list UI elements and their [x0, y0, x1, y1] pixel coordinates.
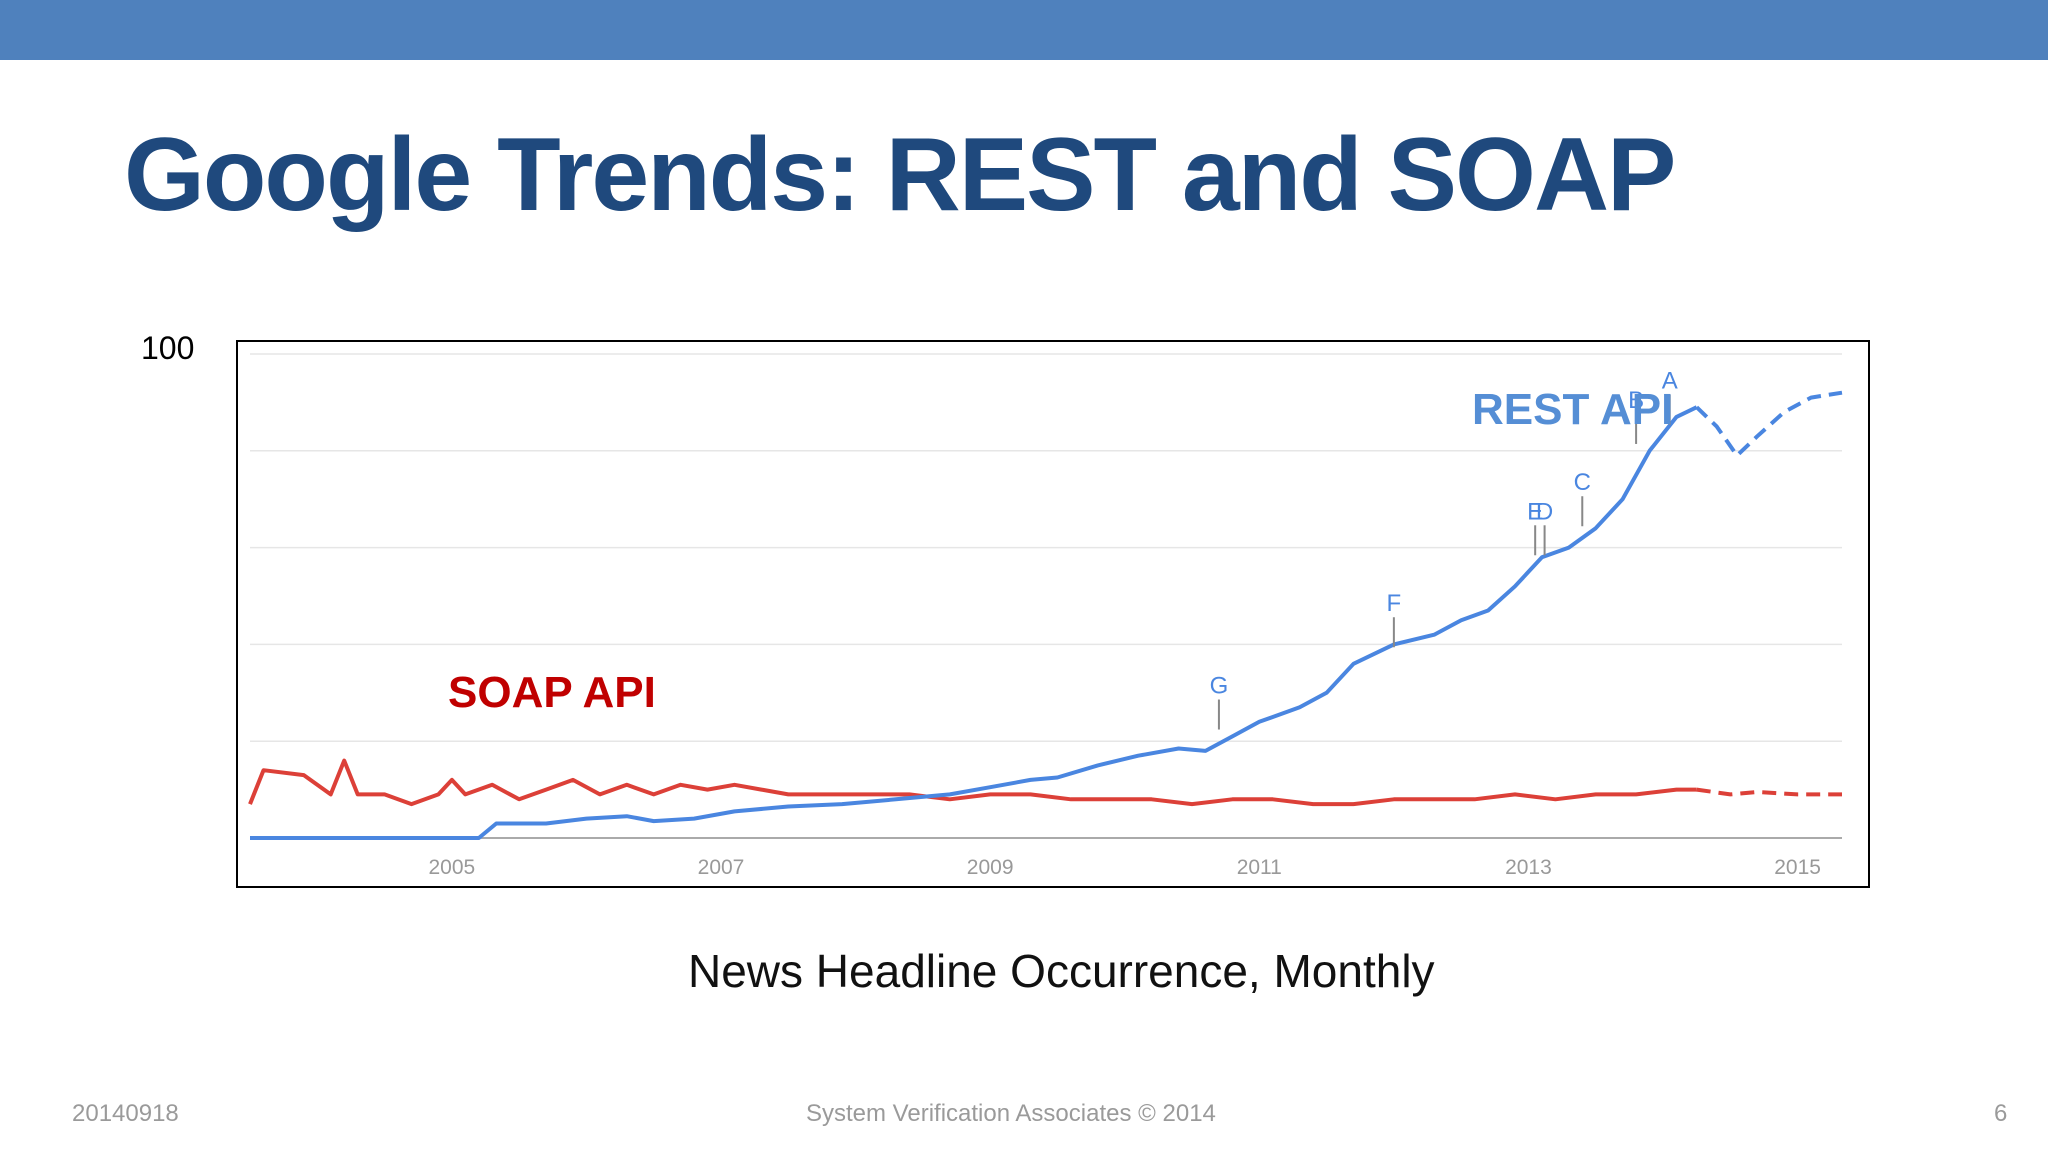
soap-api-line: [248, 758, 1697, 807]
x-tick-label: 2009: [967, 856, 1014, 879]
footer-organization: System Verification Associates © 2014: [806, 1100, 1216, 1127]
rest-api-forecast-line: [1695, 390, 1843, 458]
series-lines: [248, 390, 1843, 840]
trends-chart: 2005 2007 2009 2011 2013 2015 G F EDC BA REST AP…: [236, 340, 1870, 888]
annotation-label: A: [1662, 368, 1678, 395]
annotation-label: E: [1527, 498, 1543, 525]
top-accent-bar: [0, 0, 2048, 60]
slide-title: Google Trends: REST and SOAP: [124, 117, 1676, 233]
footer-date: 20140918: [72, 1100, 179, 1127]
annotation-label: D: [1536, 498, 1553, 525]
x-tick-label: 2007: [698, 856, 745, 879]
x-tick-label: 2011: [1237, 856, 1282, 879]
annotation-label: F: [1387, 590, 1402, 617]
footer-page-number: 6: [1994, 1100, 2008, 1127]
x-tick-label: 2005: [429, 856, 476, 879]
gridlines: [250, 353, 1842, 839]
annotation-label: C: [1574, 469, 1591, 496]
annotation-label: B: [1628, 387, 1644, 414]
x-tick-label: 2013: [1505, 856, 1552, 879]
rest-api-series-label: REST API: [1472, 385, 1673, 434]
chart-caption: News Headline Occurrence, Monthly: [688, 945, 1435, 997]
event-annotations: G F EDC BA: [1210, 368, 1678, 730]
soap-api-forecast-line: [1696, 787, 1842, 797]
y-axis-max-label: 100: [141, 330, 195, 366]
x-axis-ticks: 2005 2007 2009 2011 2013 2015: [429, 856, 1821, 879]
x-tick-label: 2015: [1774, 856, 1821, 879]
rest-api-line: [250, 405, 1698, 840]
soap-api-series-label: SOAP API: [448, 668, 656, 717]
annotation-label: G: [1210, 673, 1229, 700]
